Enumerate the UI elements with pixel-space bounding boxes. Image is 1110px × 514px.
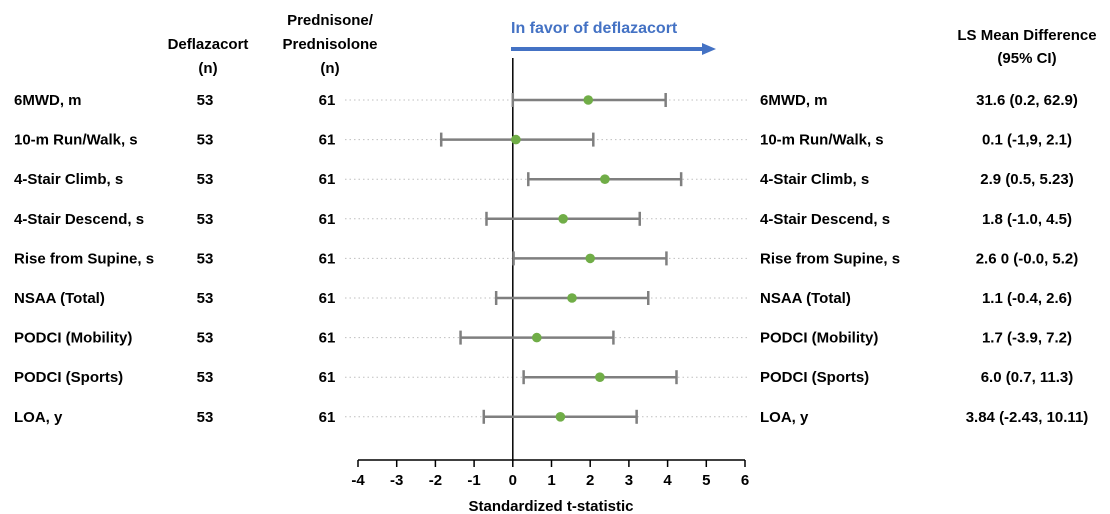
ls-mean-value: 31.6 (0.2, 62.9) bbox=[976, 92, 1078, 109]
n-prednisone: 61 bbox=[319, 171, 336, 188]
forest-row: 4-Stair Climb, s 53 61 4-Stair Climb, s 2.9 … bbox=[14, 171, 1074, 188]
row-label: PODCI (Mobility) bbox=[14, 330, 132, 347]
point-estimate bbox=[583, 95, 594, 105]
n-deflazacort: 53 bbox=[197, 92, 214, 109]
point-estimate bbox=[595, 372, 605, 383]
n-prednisone: 61 bbox=[319, 211, 336, 228]
ls-mean-header-line-2: (95% CI) bbox=[997, 50, 1056, 67]
n-deflazacort: 53 bbox=[197, 211, 214, 228]
ls-mean-header-line-1: LS Mean Difference bbox=[957, 27, 1096, 44]
n-deflazacort: 53 bbox=[197, 369, 214, 386]
row-label: PODCI (Sports) bbox=[14, 369, 123, 386]
x-tick-label: 3 bbox=[625, 472, 633, 489]
n-prednisone: 61 bbox=[319, 250, 336, 267]
row-label: 10-m Run/Walk, s bbox=[14, 132, 138, 149]
x-tick-label: -4 bbox=[351, 472, 365, 489]
point-estimate bbox=[531, 332, 542, 343]
x-tick-label: -3 bbox=[390, 472, 403, 489]
forest-row: 6MWD, m 53 61 6MWD, m 31.6 (0.2, 62.9) bbox=[14, 92, 1078, 109]
ls-mean-value: 1.8 (-1.0, 4.5) bbox=[982, 211, 1072, 228]
ls-mean-value: 3.84 (-2.43, 10.11) bbox=[966, 409, 1089, 426]
row-label: LOA, y bbox=[14, 409, 63, 426]
x-tick-label: 2 bbox=[586, 472, 594, 489]
prednisone-header-line-1: Prednisone/ bbox=[287, 12, 374, 29]
point-estimate bbox=[567, 293, 577, 303]
forest-row: PODCI (Sports) 53 61 PODCI (Sports) 6.0 (0.7… bbox=[14, 369, 1073, 386]
point-estimate bbox=[600, 174, 610, 184]
favor-arrow-head-icon bbox=[702, 43, 716, 55]
row-label-right: 4-Stair Climb, s bbox=[760, 171, 869, 188]
n-prednisone: 61 bbox=[319, 409, 336, 426]
x-tick-label: 1 bbox=[547, 472, 555, 489]
ls-mean-value: 6.0 (0.7, 11.3) bbox=[981, 369, 1074, 386]
forest-row: LOA, y 53 61 LOA, y 3.84 (-2.43, 10.11) bbox=[14, 409, 1088, 426]
point-estimate bbox=[511, 134, 521, 145]
ls-mean-value: 1.1 (-0.4, 2.6) bbox=[982, 290, 1072, 307]
x-tick-label: 0 bbox=[509, 472, 517, 489]
n-deflazacort: 53 bbox=[197, 290, 214, 307]
ls-mean-value: 2.6 0 (-0.0, 5.2) bbox=[976, 250, 1079, 267]
forest-row: PODCI (Mobility) 53 61 PODCI (Mobility) 1.7 … bbox=[14, 330, 1072, 347]
ls-mean-value: 2.9 (0.5, 5.23) bbox=[980, 171, 1073, 188]
ls-mean-value: 1.7 (-3.9, 7.2) bbox=[982, 330, 1072, 347]
row-label-right: 6MWD, m bbox=[760, 92, 828, 109]
row-label-right: LOA, y bbox=[760, 409, 809, 426]
forest-rows: 6MWD, m 53 61 6MWD, m 31.6 (0.2, 62.9) 10-m R… bbox=[14, 92, 1088, 426]
row-label-right: Rise from Supine, s bbox=[760, 250, 900, 267]
n-prednisone: 61 bbox=[319, 132, 336, 149]
n-deflazacort: 53 bbox=[197, 409, 214, 426]
row-label-right: PODCI (Mobility) bbox=[760, 330, 878, 347]
row-label: Rise from Supine, s bbox=[14, 250, 154, 267]
forest-row: 10-m Run/Walk, s 53 61 10-m Run/Walk, s 0.1 … bbox=[14, 132, 1072, 149]
forest-row: NSAA (Total) 53 61 NSAA (Total) 1.1 (-0.4, 2… bbox=[14, 290, 1072, 307]
forest-row: Rise from Supine, s 53 61 Rise from Supine,… bbox=[14, 250, 1078, 267]
ls-mean-value: 0.1 (-1,9, 2.1) bbox=[982, 132, 1072, 149]
row-label-right: NSAA (Total) bbox=[760, 290, 851, 307]
x-tick-label: 6 bbox=[741, 472, 749, 489]
forest-row: 4-Stair Descend, s 53 61 4-Stair Descend, s… bbox=[14, 211, 1072, 228]
n-deflazacort: 53 bbox=[197, 330, 214, 347]
n-deflazacort: 53 bbox=[197, 132, 214, 149]
point-estimate bbox=[585, 253, 595, 264]
n-prednisone: 61 bbox=[319, 330, 336, 347]
n-prednisone: 61 bbox=[319, 369, 336, 386]
row-label: 4-Stair Climb, s bbox=[14, 171, 123, 188]
x-tick-label: -1 bbox=[467, 472, 480, 489]
x-axis: -4 -3 -2 -1 0 1 2 3 4 5 6 bbox=[351, 58, 749, 489]
row-label: 4-Stair Descend, s bbox=[14, 211, 144, 228]
x-axis-title: Standardized t-statistic bbox=[468, 498, 633, 514]
x-tick-label: 4 bbox=[663, 472, 672, 489]
row-label-right: 4-Stair Descend, s bbox=[760, 211, 890, 228]
n-prednisone: 61 bbox=[319, 290, 336, 307]
prednisone-header-line-3: (n) bbox=[320, 60, 339, 77]
deflazacort-header-line-2: (n) bbox=[198, 60, 217, 77]
point-estimate bbox=[555, 412, 566, 422]
row-label: NSAA (Total) bbox=[14, 290, 105, 307]
n-deflazacort: 53 bbox=[197, 171, 214, 188]
n-deflazacort: 53 bbox=[197, 250, 214, 267]
point-estimate bbox=[558, 214, 568, 224]
deflazacort-header-line-1: Deflazacort bbox=[168, 36, 249, 53]
x-tick-label: 5 bbox=[702, 472, 710, 489]
row-label-right: PODCI (Sports) bbox=[760, 369, 869, 386]
x-tick-label: -2 bbox=[429, 472, 442, 489]
favor-label: In favor of deflazacort bbox=[511, 20, 678, 37]
prednisone-header-line-2: Prednisolone bbox=[282, 36, 377, 53]
n-prednisone: 61 bbox=[319, 92, 336, 109]
row-label: 6MWD, m bbox=[14, 92, 82, 109]
row-label-right: 10-m Run/Walk, s bbox=[760, 132, 884, 149]
